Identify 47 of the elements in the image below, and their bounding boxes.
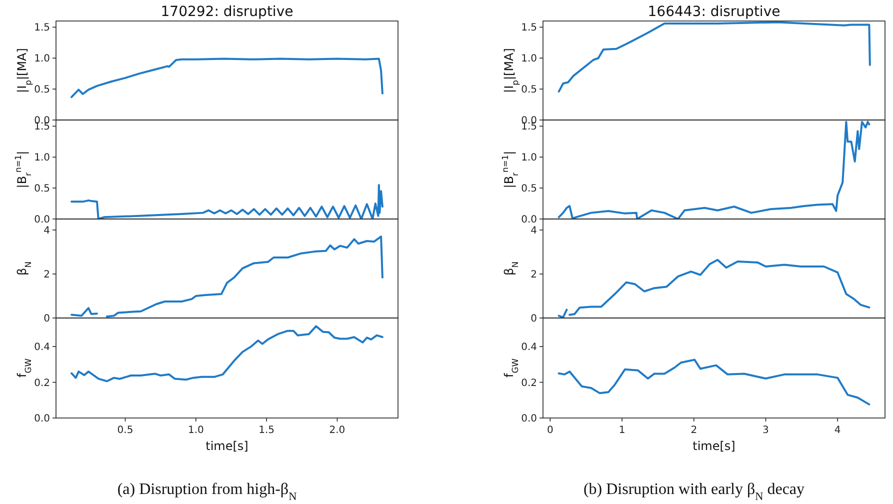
line-series: [70, 58, 384, 98]
y-tick-label: 0: [44, 314, 50, 324]
line-series: [558, 358, 870, 406]
x-tick-label: 3: [762, 425, 769, 436]
y-tick-label: 0: [530, 314, 537, 324]
y-tick-label: 2: [530, 270, 537, 280]
y-tick-label: 1.0: [34, 152, 50, 164]
x-tick-label: 0.5: [117, 425, 134, 436]
line-series: [70, 325, 384, 382]
y-tick-label: 1.5: [521, 22, 537, 34]
y-tick-label: 0.4: [521, 342, 537, 354]
y-tick-label: 0.5: [34, 184, 50, 195]
text: (b) Disruption with early β$_{N}$ decay: [583, 481, 805, 503]
y-tick-label: 4: [44, 226, 50, 236]
y-tick-label: 0.5: [521, 84, 537, 96]
y-tick-label: 0.0: [34, 414, 50, 424]
chart-title: 166443: disruptive: [648, 4, 780, 20]
y-tick-label: 1.5: [521, 122, 537, 133]
y-tick-label: 1.5: [34, 22, 50, 34]
y-tick-label: 0.0: [521, 214, 537, 226]
x-tick-label: 4: [834, 425, 841, 436]
y-tick-label: 1.0: [34, 54, 50, 65]
y-tick-label: 0.0: [521, 414, 537, 424]
line-series: [558, 21, 871, 93]
x-tick-label: 0: [546, 425, 554, 436]
x-axis-title: time[s]: [206, 439, 248, 453]
x-tick-label: 1: [618, 425, 626, 436]
x-tick-label: 2.0: [329, 425, 346, 436]
y-tick-label: 0.5: [34, 84, 50, 96]
x-tick-label: 1.0: [188, 425, 204, 436]
y-tick-label: 1.0: [521, 152, 537, 164]
y-tick-label: 0.2: [521, 378, 537, 389]
chart-title: 170292: disruptive: [160, 4, 294, 20]
line-series: [558, 120, 870, 219]
x-axis-title: time[s]: [692, 439, 736, 453]
y-tick-label: 1.0: [521, 54, 537, 65]
y-tick-label: 1.5: [34, 122, 50, 133]
y-tick-label: 4: [530, 226, 537, 236]
y-tick-label: 0.5: [521, 184, 537, 195]
text: (a) Disruption from high-β$_{N}$: [117, 481, 297, 503]
y-tick-label: 0.2: [34, 378, 50, 389]
y-tick-label: 2: [44, 270, 50, 280]
line-series: [70, 184, 384, 219]
x-tick-label: 2: [690, 425, 698, 436]
y-tick-label: 0.4: [34, 342, 50, 354]
y-tick-label: 0.0: [34, 214, 50, 226]
x-tick-label: 1.5: [258, 425, 275, 436]
